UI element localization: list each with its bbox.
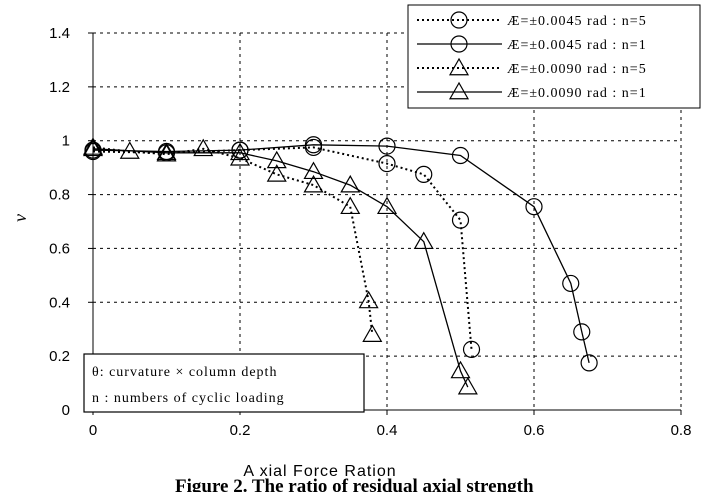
annotation-line-n: n : numbers of cyclic loading xyxy=(92,391,285,406)
data-point xyxy=(580,354,598,372)
data-point xyxy=(525,198,543,216)
x-tick-label: 0.6 xyxy=(524,422,545,439)
legend-marker xyxy=(450,11,468,29)
legend-marker xyxy=(450,35,468,53)
y-tick-label: 1 xyxy=(62,133,70,150)
data-point xyxy=(358,290,379,309)
data-point xyxy=(450,360,471,379)
data-point xyxy=(376,196,398,215)
x-tick-label: 0.4 xyxy=(377,422,398,439)
series-line xyxy=(92,146,374,335)
legend-box xyxy=(407,4,701,109)
data-point xyxy=(231,141,249,159)
data-point xyxy=(462,340,481,359)
data-point xyxy=(304,136,323,154)
data-point xyxy=(266,150,287,169)
data-point xyxy=(303,161,324,180)
legend-label: Æ=±0.0045 rad : n=5 xyxy=(507,14,647,29)
data-point xyxy=(340,174,361,193)
data-point xyxy=(451,211,470,229)
y-tick-label: 0.6 xyxy=(49,240,70,257)
legend-items: Æ=±0.0045 rad : n=5 Æ=±0.0045 rad : n=1 Æ=… xyxy=(417,11,647,101)
data-point xyxy=(266,164,287,182)
y-tick-label: 0 xyxy=(62,402,70,419)
data-point xyxy=(156,142,177,161)
annotation-line-theta: θ: curvature × column depth xyxy=(92,365,277,380)
data-point xyxy=(193,138,214,157)
data-point xyxy=(340,196,361,215)
data-point xyxy=(457,376,478,395)
data-point xyxy=(229,148,251,166)
axis-layer: 0 0.2 0.4 0.6 0.8 0 0.2 0.4 0.6 0.8 1 1.2 1.4 xyxy=(49,25,691,439)
data-point xyxy=(362,324,383,342)
series-line xyxy=(92,144,590,364)
legend-label: Æ=±0.0090 rad : n=1 xyxy=(507,86,647,101)
data-point xyxy=(413,231,434,250)
x-tick-label: 0 xyxy=(89,422,97,439)
legend-label: Æ=±0.0090 rad : n=5 xyxy=(507,62,647,77)
legend-marker xyxy=(448,57,470,76)
data-point xyxy=(451,146,470,165)
legend-marker xyxy=(448,81,470,100)
x-axis-label: A xial Force Ration xyxy=(243,463,396,480)
data-point xyxy=(229,142,251,161)
data-point xyxy=(378,155,396,173)
y-tick-label: 0.8 xyxy=(49,187,70,204)
y-tick-label: 0.4 xyxy=(49,294,70,311)
y-tick-label: 1.2 xyxy=(49,79,70,96)
series-line xyxy=(92,148,469,388)
legend-label: Æ=±0.0045 rad : n=1 xyxy=(507,38,647,53)
x-tick-label: 0.8 xyxy=(671,422,692,439)
data-point xyxy=(573,323,591,341)
data-point xyxy=(378,137,396,155)
series-4 xyxy=(82,138,478,395)
y-axis-label: ν xyxy=(10,214,30,222)
annotation-box: θ: curvature × column depth n : numbers … xyxy=(83,353,365,413)
annotation-frame xyxy=(83,353,365,413)
y-tick-label: 0.2 xyxy=(49,348,70,365)
data-point xyxy=(303,174,324,193)
figure-caption: Figure 2. The ratio of residual axial st… xyxy=(175,476,534,492)
data-point xyxy=(562,274,580,293)
x-tick-label: 0.2 xyxy=(230,422,251,439)
legend: Æ=±0.0045 rad : n=5 Æ=±0.0045 rad : n=1 Æ=… xyxy=(407,4,701,109)
y-tick-label: 1.4 xyxy=(49,25,70,42)
data-point xyxy=(415,165,433,183)
